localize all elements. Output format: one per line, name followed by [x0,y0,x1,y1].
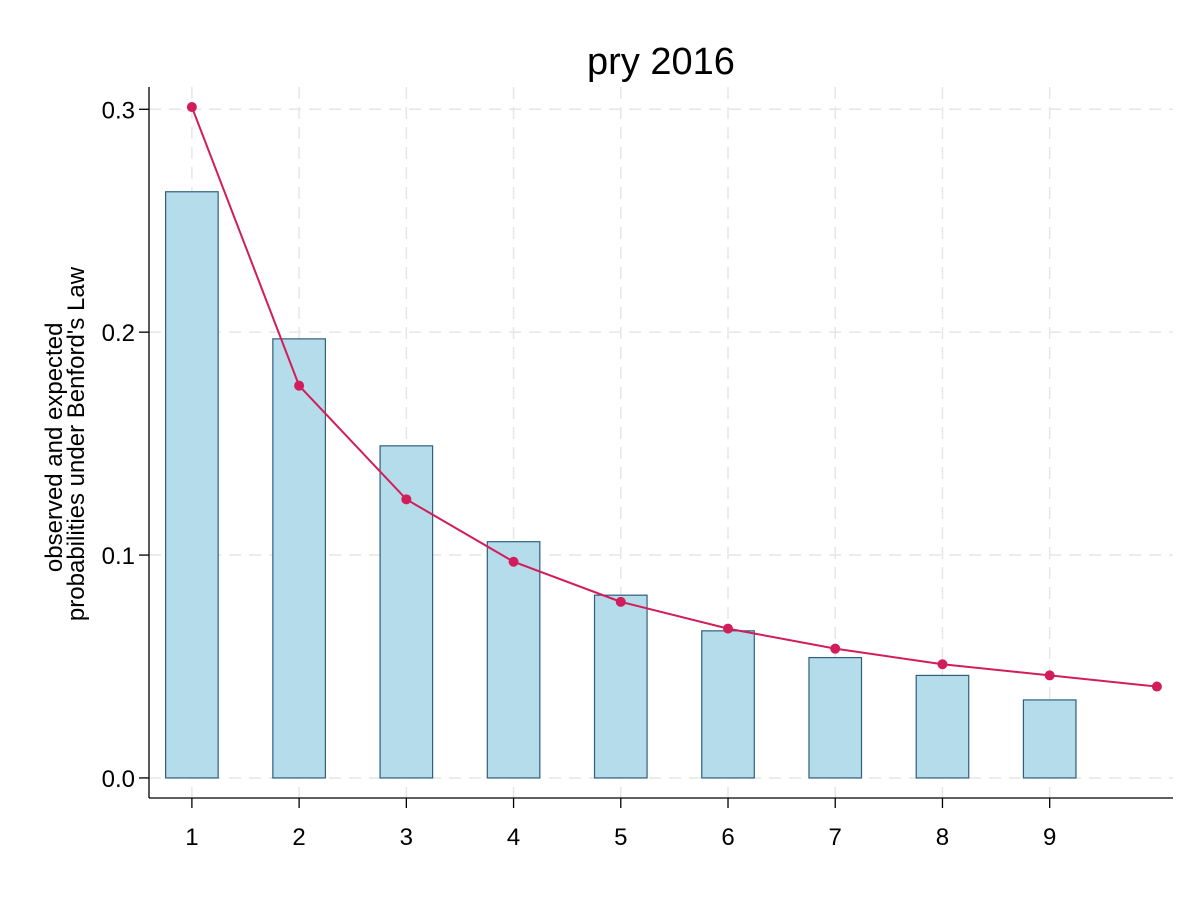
x-tick-label: 6 [721,824,734,851]
line-series [186,102,1162,692]
expected-point-3 [401,494,412,505]
x-tick-label: 8 [936,824,949,851]
x-tick-label: 5 [614,824,627,851]
y-tick-label: 0.2 [102,320,135,347]
bar-digit-4 [486,541,541,779]
expected-point-10 [1151,681,1162,692]
y-axis-label-line-1: observed and expected [41,323,68,573]
bar-digit-5 [593,594,648,779]
chart-title: pry 2016 [587,41,735,83]
y-axis-label-line-2: probabilities under Benford's Law [63,266,90,621]
x-tick-label: 9 [1043,824,1056,851]
bar-digit-6 [701,630,755,779]
bar-digit-8 [915,674,970,779]
bar-series [165,191,1077,779]
y-tick-label: 0.3 [102,97,135,124]
expected-point-9 [1044,670,1055,681]
x-tick-label: 3 [400,824,413,851]
x-tick-label: 1 [185,824,198,851]
y-tick-label: 0.1 [102,543,135,570]
x-tick-label: 7 [829,824,842,851]
expected-point-5 [615,596,626,607]
axes [148,87,1173,799]
bar-digit-9 [1022,699,1077,779]
expected-line [190,106,1158,688]
expected-point-8 [937,659,948,670]
expected-point-6 [723,623,734,634]
axis-ticks: 0.0 0.1 0.2 0.3 1 2 3 4 5 6 7 8 9 [102,97,1057,851]
x-tick-label: 4 [507,824,520,851]
expected-point-4 [508,556,519,567]
expected-point-1 [186,102,197,113]
bar-digit-7 [808,656,863,779]
x-tick-label: 2 [292,824,305,851]
expected-point-2 [294,380,305,391]
expected-point-7 [830,643,841,654]
y-tick-label: 0.0 [102,766,135,793]
bar-digit-1 [165,191,219,779]
bar-digit-2 [272,338,326,779]
y-axis-label: observed and expected probabilities unde… [41,266,90,621]
